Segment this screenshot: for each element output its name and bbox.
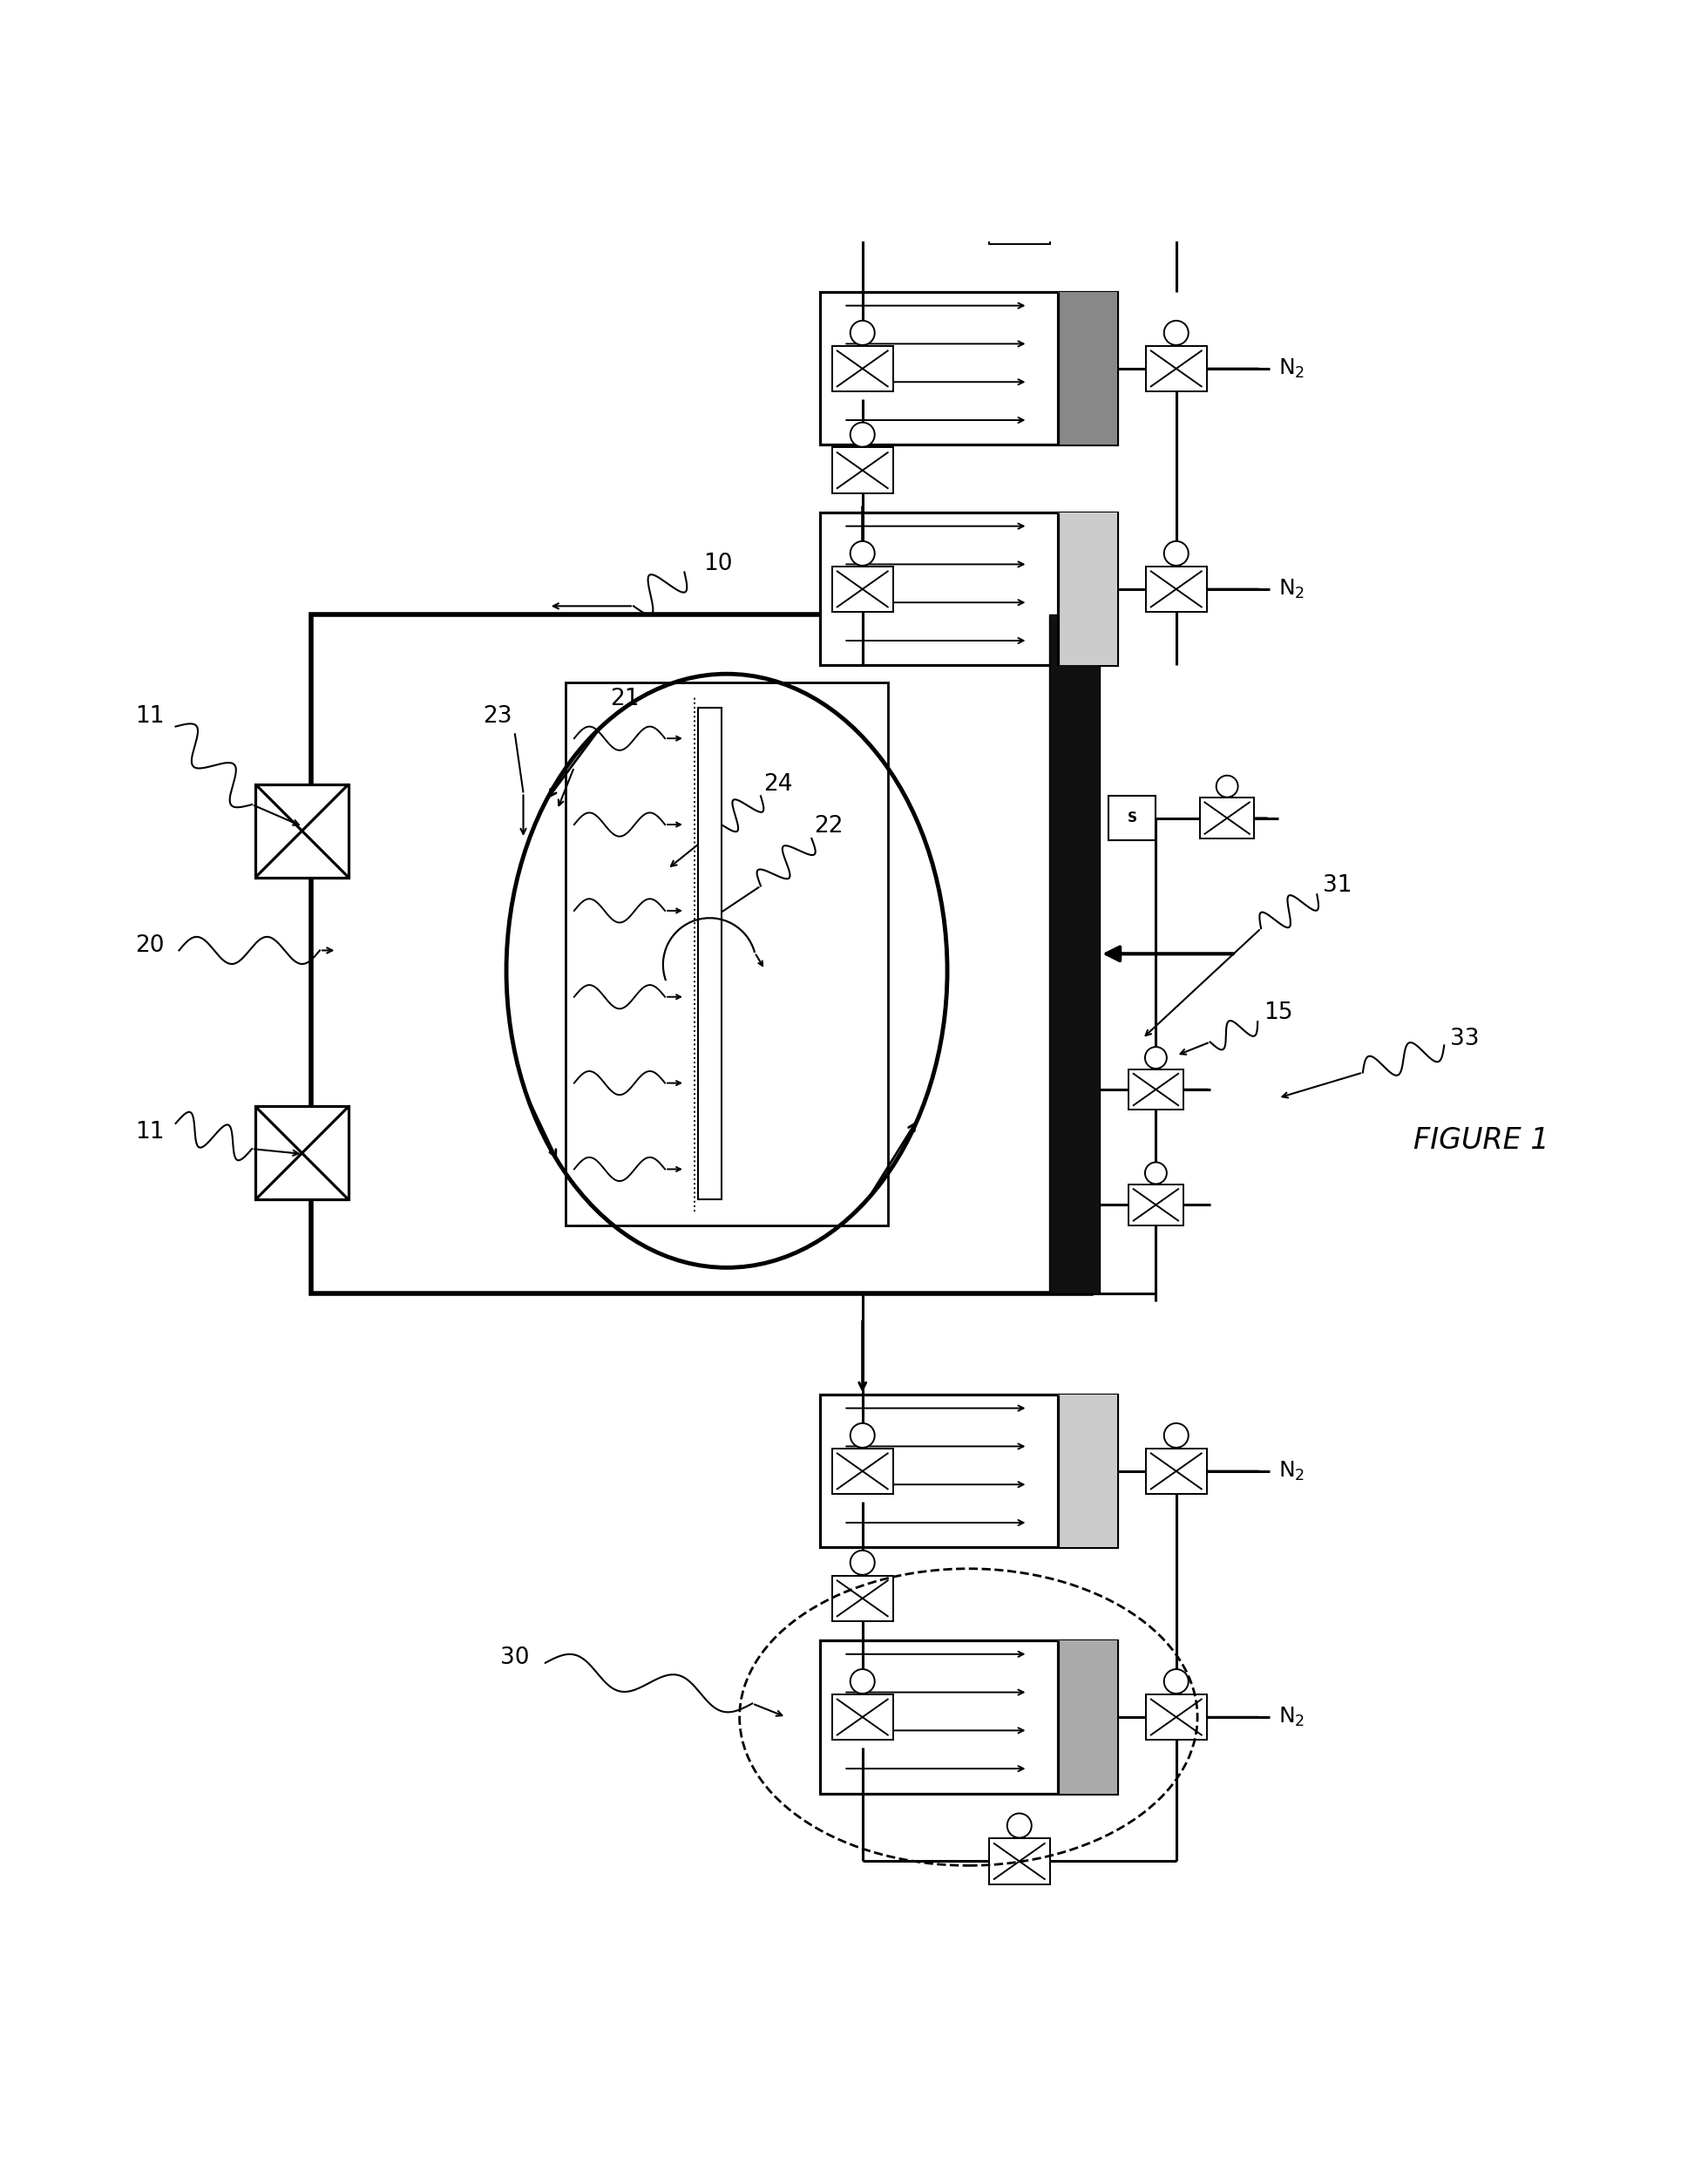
Text: 30: 30: [500, 1647, 529, 1669]
Circle shape: [1165, 1669, 1189, 1693]
Bar: [832, 1449, 893, 1495]
Text: 11: 11: [135, 706, 164, 728]
Bar: [820, 512, 1117, 665]
Text: 20: 20: [135, 935, 164, 957]
Bar: [1146, 1449, 1208, 1495]
Text: 31: 31: [1322, 874, 1353, 898]
Bar: [832, 447, 893, 492]
Text: N$_2$: N$_2$: [1278, 1706, 1305, 1728]
Bar: [565, 682, 888, 1225]
Circle shape: [1165, 320, 1189, 344]
Bar: [1057, 512, 1117, 665]
Bar: [832, 1575, 893, 1621]
Text: FIGURE 1: FIGURE 1: [1414, 1127, 1549, 1155]
Bar: [1129, 1185, 1184, 1225]
Circle shape: [851, 423, 874, 447]
Bar: [820, 1641, 1117, 1793]
Text: S: S: [1127, 811, 1138, 824]
Bar: [1146, 1695, 1208, 1741]
Bar: [1146, 567, 1208, 612]
Circle shape: [851, 540, 874, 567]
Circle shape: [1144, 1161, 1167, 1183]
Text: 33: 33: [1450, 1026, 1479, 1050]
Bar: [1057, 1395, 1117, 1547]
Bar: [1049, 614, 1100, 1292]
Bar: [699, 708, 721, 1201]
Circle shape: [1216, 776, 1238, 798]
Text: 11: 11: [135, 1120, 164, 1144]
Bar: [256, 784, 348, 878]
Bar: [1201, 798, 1254, 839]
Bar: [989, 1839, 1050, 1885]
Bar: [1057, 292, 1117, 445]
Circle shape: [851, 1551, 874, 1575]
Text: 24: 24: [763, 774, 793, 795]
Circle shape: [851, 320, 874, 344]
Bar: [1146, 346, 1208, 392]
Text: 10: 10: [704, 551, 733, 575]
Bar: [832, 567, 893, 612]
Text: 21: 21: [610, 689, 640, 710]
Text: 22: 22: [815, 815, 844, 839]
Bar: [820, 1395, 1117, 1547]
Circle shape: [1165, 1423, 1189, 1447]
Bar: [1129, 1070, 1184, 1109]
Text: 15: 15: [1264, 1002, 1293, 1024]
Bar: [832, 346, 893, 392]
Text: 23: 23: [483, 706, 512, 728]
Text: N$_2$: N$_2$: [1278, 1460, 1305, 1482]
Text: N$_2$: N$_2$: [1278, 357, 1305, 379]
Bar: [832, 1695, 893, 1741]
Bar: [1057, 1641, 1117, 1793]
Bar: [1108, 795, 1156, 841]
Bar: [820, 292, 1117, 445]
Circle shape: [1008, 172, 1032, 198]
Circle shape: [1144, 1046, 1167, 1068]
Circle shape: [1008, 1813, 1032, 1837]
Bar: [989, 198, 1050, 244]
Bar: [256, 1107, 348, 1201]
Text: N$_2$: N$_2$: [1278, 577, 1305, 601]
Circle shape: [1165, 540, 1189, 567]
Circle shape: [851, 1423, 874, 1447]
Bar: [311, 614, 1091, 1292]
Circle shape: [851, 1669, 874, 1693]
